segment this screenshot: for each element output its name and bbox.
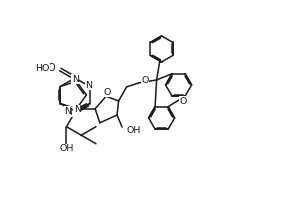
Text: O: O [180, 97, 187, 106]
Text: OH: OH [59, 144, 74, 153]
Text: O: O [104, 88, 111, 97]
Text: O: O [48, 63, 55, 72]
Text: N: N [85, 81, 92, 90]
Text: N: N [74, 105, 81, 114]
Text: OH: OH [126, 126, 140, 134]
Text: N: N [70, 108, 76, 116]
Text: HO: HO [35, 64, 49, 73]
Text: N: N [64, 107, 71, 115]
Text: O: O [142, 76, 149, 85]
Text: N: N [72, 75, 79, 84]
